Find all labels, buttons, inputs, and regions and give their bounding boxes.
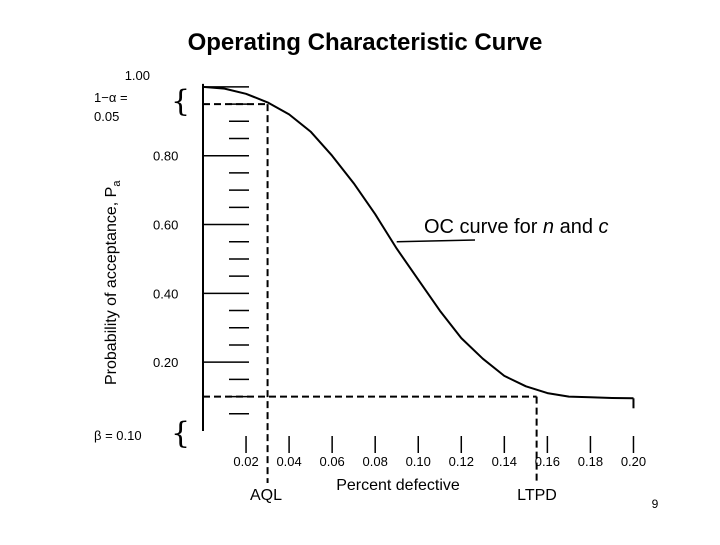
x-tick-label: 0.04: [276, 454, 301, 469]
x-tick-label: 0.18: [578, 454, 603, 469]
chart-marks: 1.00 0.80 0.60 0.40 0.20 0.02 0.04 0.06 0.08 0.10…: [125, 68, 646, 483]
y-tick-label: 0.40: [153, 286, 178, 301]
y-tick-label: 0.20: [153, 355, 178, 370]
page-number: 9: [652, 497, 659, 511]
x-tick-label: 0.10: [406, 454, 431, 469]
x-tick-label: 0.06: [319, 454, 344, 469]
chart-title: Operating Characteristic Curve: [188, 29, 543, 56]
x-tick-label: 0.20: [621, 454, 646, 469]
curve-label-pointer: [396, 239, 476, 243]
curve-label: OC curve for n and c: [424, 216, 609, 238]
ltpd-label: LTPD: [517, 487, 557, 504]
aql-label: AQL: [250, 487, 282, 504]
x-tick-label: 0.02: [233, 454, 258, 469]
y-tick-label: 1.00: [125, 68, 150, 83]
x-tick-label: 0.14: [492, 454, 517, 469]
beta-brace: {: [171, 416, 190, 451]
alpha-value: 0.05: [94, 109, 119, 124]
x-tick-label: 0.12: [449, 454, 474, 469]
y-axis-title: Probability of acceptance, Pa: [103, 180, 123, 385]
oc-curve: [202, 85, 634, 400]
beta-label: β = 0.10: [94, 428, 142, 443]
y-tick-label: 0.60: [153, 218, 178, 233]
y-tick-label: 0.80: [153, 149, 178, 164]
alpha-brace: {: [171, 84, 190, 119]
x-tick-label: 0.16: [535, 454, 560, 469]
y-axis-title-subscript: a: [111, 180, 123, 187]
x-tick-label: 0.08: [363, 454, 388, 469]
alpha-label: 1−α =: [94, 90, 128, 105]
x-axis-title: Percent defective: [336, 477, 460, 494]
